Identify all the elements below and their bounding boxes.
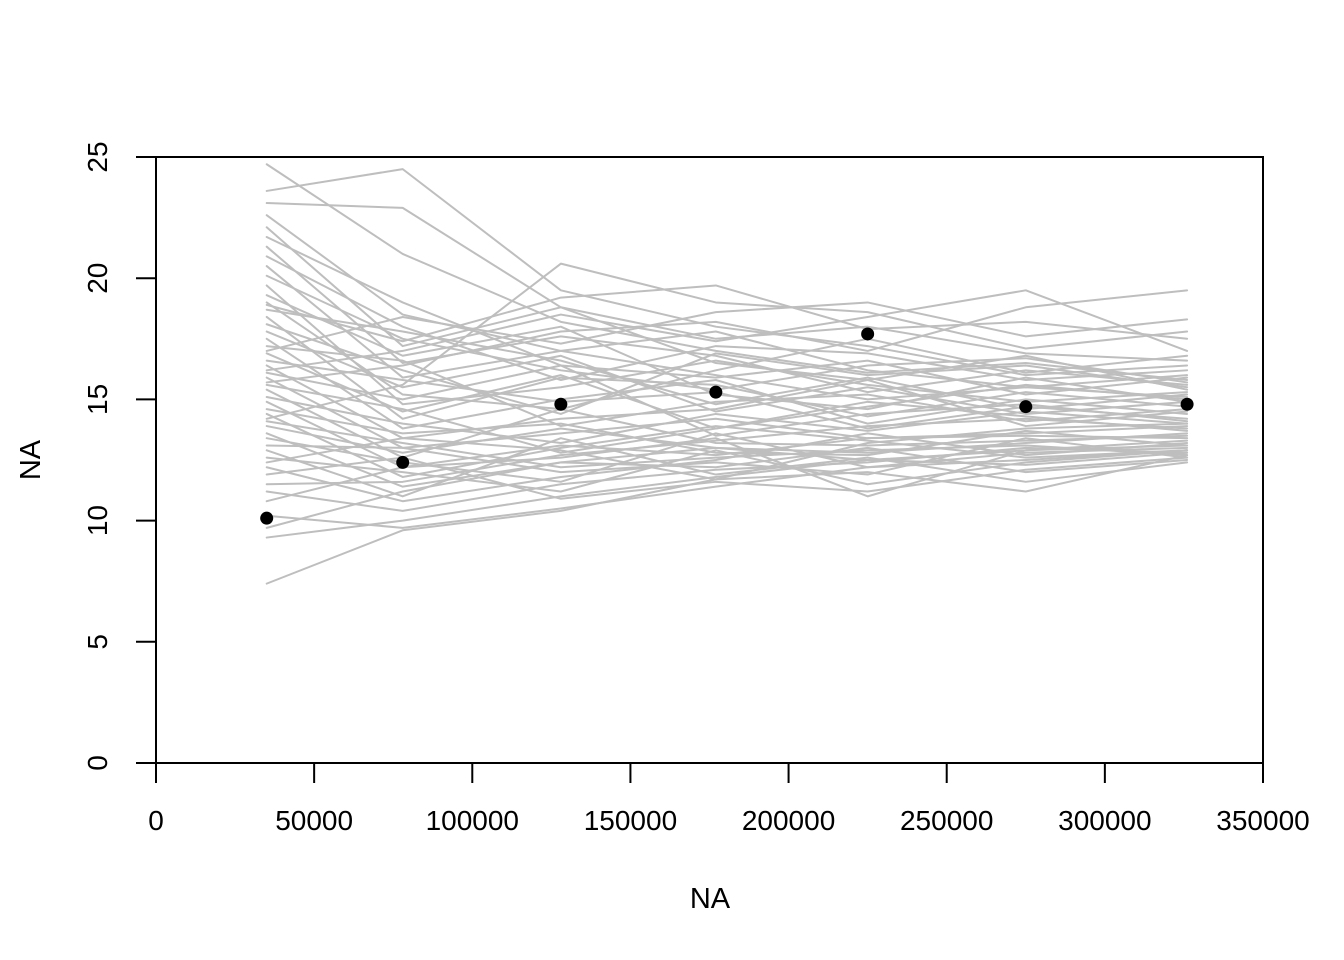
spaghetti-line — [265, 284, 1189, 343]
x-tick-label: 50000 — [275, 805, 353, 836]
spaghetti-line — [265, 289, 1189, 372]
chart-generated-content: 0 50000 100000 150000 200000 250000 300000 3500… — [82, 141, 1310, 836]
spaghetti-line — [265, 235, 1189, 396]
data-point — [554, 397, 568, 411]
spaghetti-line — [265, 383, 1189, 454]
spaghetti-line — [265, 301, 1189, 352]
x-tick-label: 100000 — [426, 805, 519, 836]
y-tick-label: 25 — [82, 141, 113, 172]
spaghetti-line — [265, 265, 1189, 401]
data-point — [1180, 397, 1194, 411]
spaghetti-line — [265, 255, 1189, 382]
spaghetti-line — [265, 432, 1189, 529]
y-tick-label: 15 — [82, 384, 113, 415]
spaghetti-line — [265, 437, 1189, 498]
spaghetti-line — [265, 289, 1189, 384]
y-tick-label: 0 — [82, 755, 113, 771]
spaghetti-line — [265, 422, 1189, 585]
data-point — [396, 455, 410, 469]
y-axis-title: NA — [15, 439, 47, 480]
spaghetti-line — [265, 245, 1189, 394]
spaghetti-line — [265, 315, 1189, 420]
x-tick-label: 350000 — [1216, 805, 1309, 836]
x-tick-label: 200000 — [742, 805, 835, 836]
spaghetti-line — [265, 345, 1189, 428]
x-tick-label: 0 — [148, 805, 164, 836]
y-tick-label: 5 — [82, 634, 113, 650]
y-tick-label: 20 — [82, 263, 113, 294]
spaghetti-line — [265, 330, 1189, 415]
data-point — [1019, 400, 1033, 414]
spaghetti-line — [265, 449, 1189, 493]
spaghetti-line — [265, 449, 1189, 529]
spaghetti-line — [265, 202, 1189, 362]
spaghetti-line — [265, 301, 1189, 411]
spaghetti-line — [265, 408, 1189, 457]
x-axis-title: NA — [690, 883, 731, 915]
spaghetti-line — [265, 412, 1189, 478]
data-point — [260, 511, 274, 525]
spaghetti-line — [265, 337, 1189, 430]
y-tick-label: 10 — [82, 505, 113, 536]
spaghetti-line — [265, 168, 1189, 377]
data-point — [709, 385, 723, 399]
spaghetti-line — [265, 432, 1189, 488]
spaghetti-line — [265, 444, 1189, 539]
spaghetti-line — [265, 262, 1189, 420]
spaghetti-line — [265, 446, 1189, 512]
spaghetti-line — [265, 226, 1189, 391]
x-tick-label: 300000 — [1058, 805, 1151, 836]
data-point — [861, 327, 875, 341]
spaghetti-line — [265, 432, 1189, 503]
x-tick-label: 150000 — [584, 805, 677, 836]
spaghetti-line — [265, 437, 1189, 476]
x-tick-label: 250000 — [900, 805, 993, 836]
spaghetti-line — [265, 417, 1189, 486]
spaghetti-line — [265, 163, 1189, 382]
spaghetti-line — [265, 420, 1189, 469]
plot-box — [155, 156, 1264, 764]
spaghetti-line — [265, 323, 1189, 415]
